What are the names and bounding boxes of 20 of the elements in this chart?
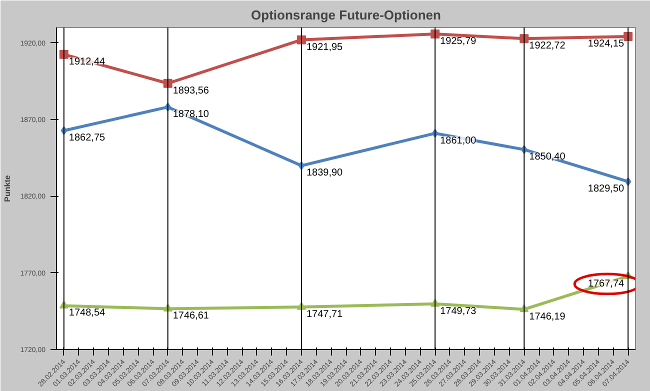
data-label: 1893,56: [172, 85, 210, 96]
y-axis-title: Punkte: [3, 174, 12, 202]
chart-title: Optionsrange Future-Optionen: [251, 8, 442, 22]
data-label: 1924,15: [588, 38, 625, 50]
data-label: 1912,44: [68, 56, 106, 68]
data-label: 1839,90: [306, 168, 344, 179]
data-label: 1749,73: [440, 306, 477, 317]
data-label: 1925,79: [440, 36, 477, 47]
data-label: 1878,10: [172, 109, 210, 120]
data-label: 1746,61: [172, 310, 210, 322]
data-label: 1861,00: [440, 135, 477, 146]
data-label: 1748,54: [68, 308, 106, 319]
data-label: 1829,50: [588, 184, 625, 195]
data-label: 1922,72: [529, 40, 566, 52]
data-label: 1747,71: [306, 309, 344, 320]
data-label: 1767,74: [588, 278, 625, 290]
data-label: 1746,19: [529, 311, 566, 322]
data-label: 1921,95: [306, 42, 344, 53]
data-label: 1850,40: [529, 152, 566, 163]
data-label: 1862,75: [68, 132, 106, 144]
